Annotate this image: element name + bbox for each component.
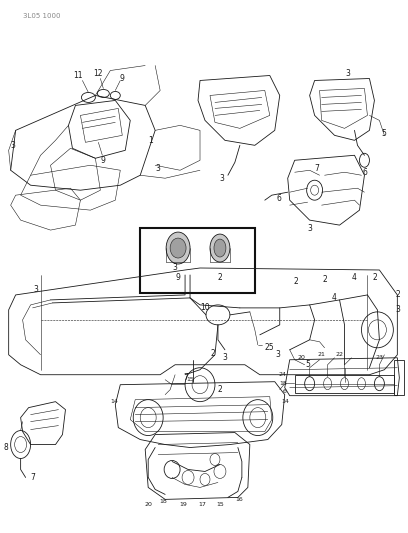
Text: 6: 6 — [362, 168, 367, 177]
Text: 12: 12 — [93, 69, 103, 78]
Text: 24: 24 — [279, 372, 287, 377]
Text: 2: 2 — [211, 349, 215, 358]
Text: 20: 20 — [298, 356, 306, 360]
Ellipse shape — [166, 232, 190, 264]
Text: 2: 2 — [372, 273, 377, 282]
Text: 15: 15 — [186, 377, 194, 382]
Text: 14: 14 — [282, 399, 290, 404]
Text: 6: 6 — [283, 389, 287, 394]
Text: 3: 3 — [395, 305, 400, 314]
Text: 18: 18 — [159, 499, 167, 504]
Text: 3: 3 — [33, 286, 38, 294]
Text: 3: 3 — [220, 174, 224, 183]
Text: 4: 4 — [352, 273, 357, 282]
Bar — [140, 228, 255, 293]
Text: 3: 3 — [222, 353, 227, 362]
Bar — [395, 360, 404, 394]
Text: 7: 7 — [183, 373, 188, 382]
Text: 3: 3 — [10, 141, 15, 150]
Text: 15: 15 — [216, 502, 224, 507]
Text: 2: 2 — [217, 273, 222, 282]
Text: 10: 10 — [200, 303, 210, 312]
Text: 7: 7 — [31, 473, 35, 482]
Text: 3: 3 — [345, 69, 350, 78]
Text: 3: 3 — [173, 263, 177, 272]
Text: 2: 2 — [293, 278, 298, 286]
Text: 2: 2 — [395, 290, 400, 300]
Bar — [295, 375, 395, 393]
Ellipse shape — [214, 239, 226, 257]
Text: 1: 1 — [148, 136, 153, 145]
Text: 19: 19 — [179, 502, 187, 507]
Ellipse shape — [170, 238, 186, 258]
Text: 5: 5 — [381, 129, 386, 138]
Text: 5: 5 — [305, 360, 310, 369]
Text: 17: 17 — [198, 502, 206, 507]
Text: 3: 3 — [275, 350, 280, 359]
Text: 9: 9 — [120, 74, 125, 83]
Text: 3: 3 — [307, 224, 312, 232]
Text: 25: 25 — [265, 343, 275, 352]
Text: 18: 18 — [279, 381, 287, 386]
Text: 14: 14 — [111, 399, 118, 404]
Text: 8: 8 — [4, 443, 9, 452]
Text: 9: 9 — [176, 273, 180, 282]
Text: 22: 22 — [335, 352, 344, 357]
Text: 20: 20 — [144, 502, 152, 507]
Text: 2: 2 — [322, 276, 327, 285]
Ellipse shape — [210, 234, 230, 262]
Text: 3: 3 — [155, 164, 160, 173]
Text: 3L05 1000: 3L05 1000 — [22, 13, 60, 19]
Text: 23: 23 — [375, 356, 384, 360]
Text: 16: 16 — [235, 497, 243, 502]
Text: 6: 6 — [277, 193, 282, 203]
Text: 9: 9 — [101, 156, 106, 165]
Text: 11: 11 — [74, 71, 83, 80]
Text: 21: 21 — [318, 352, 326, 357]
Text: 7: 7 — [314, 164, 319, 173]
Text: 4: 4 — [332, 294, 337, 302]
Text: 2: 2 — [217, 385, 222, 394]
